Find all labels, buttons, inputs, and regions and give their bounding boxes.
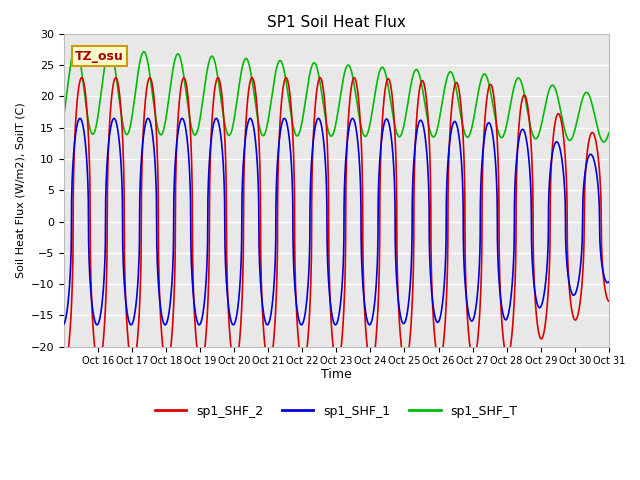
Legend: sp1_SHF_2, sp1_SHF_1, sp1_SHF_T: sp1_SHF_2, sp1_SHF_1, sp1_SHF_T bbox=[150, 400, 523, 423]
sp1_SHF_2 bbox=[78, 75, 86, 81]
sp1_SHF_1 bbox=[93, 322, 101, 328]
sp1_SHF_1 bbox=[599, 269, 607, 275]
sp1_SHF_T bbox=[522, 98, 529, 104]
sp1_SHF_2 bbox=[605, 299, 612, 304]
sp1_SHF_1 bbox=[605, 279, 612, 285]
sp1_SHF_2 bbox=[60, 362, 68, 368]
Y-axis label: Soil Heat Flux (W/m2), SoilT (C): Soil Heat Flux (W/m2), SoilT (C) bbox=[15, 102, 25, 278]
sp1_SHF_1 bbox=[76, 116, 84, 121]
sp1_SHF_2 bbox=[172, 176, 180, 181]
sp1_SHF_T bbox=[406, 86, 414, 92]
sp1_SHF_T bbox=[600, 139, 607, 145]
Line: sp1_SHF_2: sp1_SHF_2 bbox=[64, 78, 609, 365]
Title: SP1 Soil Heat Flux: SP1 Soil Heat Flux bbox=[267, 15, 406, 30]
Text: TZ_osu: TZ_osu bbox=[75, 49, 124, 62]
sp1_SHF_2 bbox=[599, 270, 607, 276]
sp1_SHF_T bbox=[599, 139, 607, 144]
X-axis label: Time: Time bbox=[321, 368, 352, 381]
sp1_SHF_1 bbox=[490, 135, 497, 141]
sp1_SHF_T bbox=[605, 130, 612, 136]
sp1_SHF_2 bbox=[406, 331, 414, 337]
sp1_SHF_2 bbox=[490, 89, 497, 95]
sp1_SHF_2 bbox=[61, 362, 68, 368]
sp1_SHF_2 bbox=[454, 84, 462, 90]
sp1_SHF_T bbox=[489, 103, 497, 108]
sp1_SHF_T bbox=[72, 44, 79, 50]
sp1_SHF_T bbox=[172, 55, 179, 60]
sp1_SHF_1 bbox=[522, 134, 530, 140]
sp1_SHF_1 bbox=[60, 322, 68, 327]
sp1_SHF_1 bbox=[454, 130, 462, 135]
Line: sp1_SHF_1: sp1_SHF_1 bbox=[64, 119, 609, 325]
sp1_SHF_2 bbox=[522, 95, 530, 100]
sp1_SHF_1 bbox=[406, 280, 414, 286]
sp1_SHF_T bbox=[60, 113, 68, 119]
sp1_SHF_1 bbox=[172, 153, 180, 158]
sp1_SHF_T bbox=[454, 97, 462, 103]
Line: sp1_SHF_T: sp1_SHF_T bbox=[64, 47, 609, 142]
